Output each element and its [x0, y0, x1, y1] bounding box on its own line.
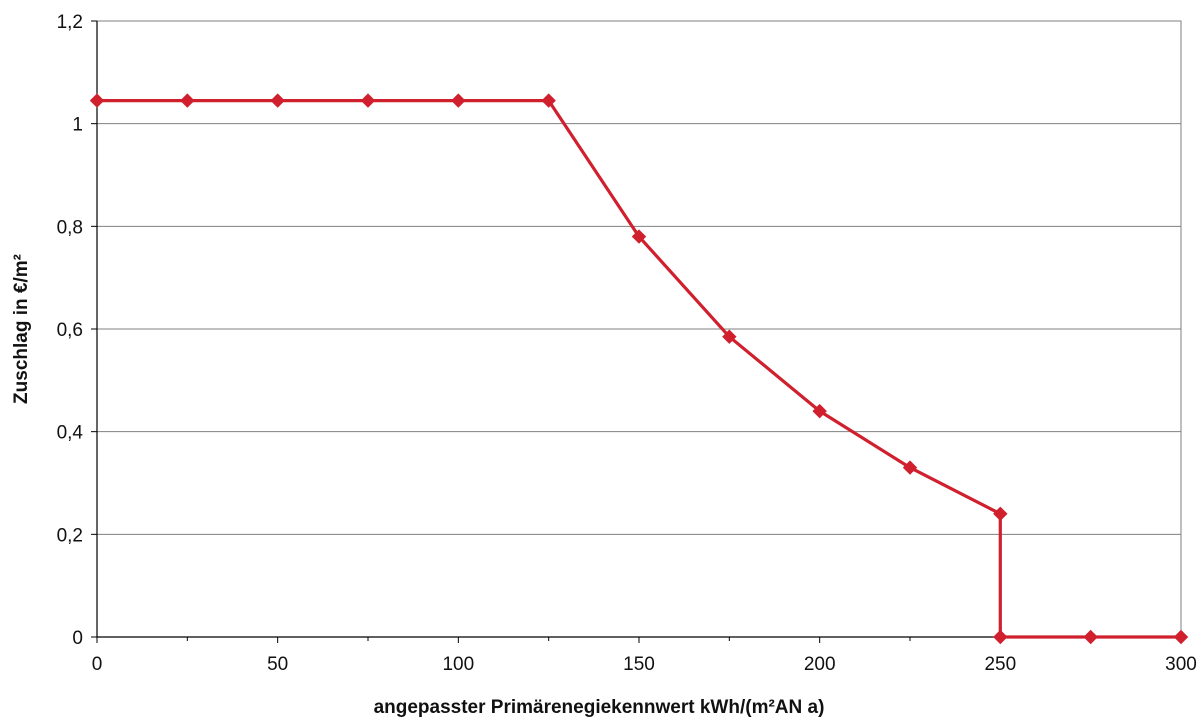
data-point-marker	[270, 93, 285, 108]
data-point-marker	[722, 329, 737, 344]
data-point-marker	[812, 403, 827, 419]
x-tick-label: 150	[623, 654, 655, 675]
series-line	[97, 98, 1181, 639]
x-tick-labels: 0 50 100 150 200 250 300	[92, 654, 1197, 675]
y-tick-labels: 0 0,2 0,4 0,6 0,8 1 1,2	[57, 12, 84, 649]
y-tick-label: 0,4	[57, 423, 84, 444]
data-point-marker	[360, 93, 376, 108]
y-tick-label: 0,8	[57, 217, 83, 238]
x-tick-label: 100	[442, 654, 474, 675]
y-tick-label: 0	[72, 628, 83, 649]
data-point-marker	[451, 93, 466, 108]
y-tick-label: 0,2	[57, 525, 83, 546]
x-axis-title: angepasster Primärenegiekennwert kWh/(m²…	[374, 697, 825, 718]
x-tick-label: 0	[92, 654, 103, 675]
x-tick-label: 250	[984, 654, 1016, 675]
x-tick-label: 50	[267, 654, 288, 675]
x-tick-label: 300	[1165, 654, 1197, 675]
data-point-marker	[1083, 629, 1098, 645]
data-point-marker	[631, 229, 647, 244]
data-point-marker	[541, 93, 556, 108]
data-point-marker	[89, 93, 105, 108]
data-point-marker	[180, 93, 195, 108]
y-tick-label: 1,2	[57, 12, 83, 33]
data-point-marker	[902, 460, 918, 475]
data-point-marker	[1173, 629, 1189, 645]
data-point-marker	[993, 629, 1008, 645]
series-group	[89, 93, 1189, 645]
y-axis-title: Zuschlag in €/m²	[11, 254, 32, 404]
data-point-marker	[993, 506, 1008, 522]
x-tick-label: 200	[804, 654, 836, 675]
y-tick-label: 0,6	[57, 320, 83, 341]
y-tick-label: 1	[72, 115, 83, 136]
